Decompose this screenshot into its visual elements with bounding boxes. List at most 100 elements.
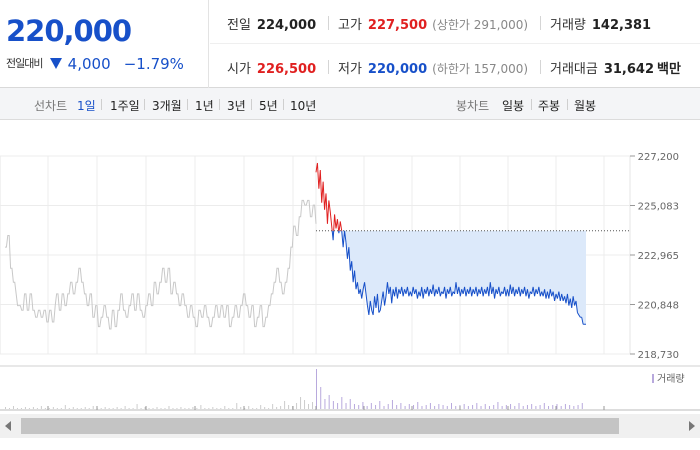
- volume-bars: [5, 369, 583, 409]
- prev-close-value: 224,000: [256, 18, 317, 33]
- period-3y-button[interactable]: 3년: [227, 99, 246, 113]
- volume-bar: [296, 403, 298, 409]
- volume-bar: [188, 408, 190, 409]
- volume-bar: [48, 408, 50, 409]
- volume-bar: [312, 402, 314, 409]
- volume-bar: [136, 404, 138, 409]
- volume-panel: 거래량: [0, 365, 700, 411]
- lower-limit: (하한가 157,000): [432, 62, 529, 76]
- period-1y-button[interactable]: 1년: [195, 99, 214, 113]
- divider: [283, 99, 284, 110]
- high-value: 227,500: [367, 18, 428, 33]
- period-bar: 선차트 1일 1주일 3개월 1년 3년 5년 10년 봉차트 일봉 주봉 월봉: [0, 88, 700, 120]
- volume-bar: [552, 405, 554, 409]
- price-chart: 227,200 225,083 222,965 220,848 218,730 거래량: [0, 152, 700, 438]
- period-1d-button[interactable]: 1일: [77, 99, 96, 113]
- scroll-left-icon[interactable]: [5, 421, 11, 431]
- volume-bar: [108, 408, 110, 409]
- open-stat: 시가 226,500: [227, 58, 316, 77]
- volume-value: 142,381: [591, 18, 652, 33]
- volume-bar: [387, 404, 389, 409]
- divider: [219, 99, 220, 110]
- volume-bar: [569, 405, 571, 409]
- volume-bar: [280, 406, 282, 409]
- volume-bar: [208, 408, 210, 409]
- scrollbar-thumb[interactable]: [21, 418, 619, 434]
- volume-bar: [510, 404, 512, 409]
- divider: [328, 16, 329, 30]
- volume-bar: [116, 407, 118, 409]
- volume-bar: [353, 404, 355, 409]
- below-prev-close-fill: [316, 230, 586, 325]
- volume-bar: [526, 405, 528, 409]
- volume-bar: [140, 408, 142, 409]
- volume-bar: [573, 406, 575, 409]
- stats-row-2: 시가 226,500 저가 220,000 (하한가 157,000) 거래대금 31,…: [210, 44, 700, 88]
- volume-bar: [212, 407, 214, 409]
- volume-legend-swatch: [652, 374, 654, 383]
- volume-bar: [522, 406, 524, 409]
- divider: [144, 99, 145, 110]
- volume-bar: [132, 408, 134, 409]
- period-5y-button[interactable]: 5년: [259, 99, 278, 113]
- volume-bar: [404, 406, 406, 409]
- volume-bar: [172, 408, 174, 409]
- volume-bar: [341, 397, 343, 409]
- volume-stat: 거래량 142,381: [550, 14, 651, 33]
- candle-monthly-button[interactable]: 월봉: [574, 99, 597, 113]
- period-10y-button[interactable]: 10년: [290, 99, 317, 113]
- volume-bar: [92, 406, 94, 409]
- volume-bar: [304, 400, 306, 409]
- volume-bar: [332, 401, 334, 409]
- current-price-panel: 220,000 전일대비 4,000 −1.79%: [0, 0, 209, 88]
- period-1w-button[interactable]: 1주일: [110, 99, 140, 113]
- volume-bar: [76, 408, 78, 409]
- volume-bar: [196, 408, 198, 409]
- volume-bar: [84, 407, 86, 409]
- low-label: 저가: [338, 62, 362, 77]
- volume-bar: [417, 402, 419, 409]
- volume-bar: [184, 408, 186, 409]
- candle-weekly-button[interactable]: 주봉: [538, 99, 561, 113]
- volume-bar: [244, 408, 246, 409]
- divider: [531, 99, 532, 110]
- divider: [328, 60, 329, 74]
- volume-bar: [564, 404, 566, 409]
- volume-bar: [484, 404, 486, 409]
- volume-bar: [383, 406, 385, 409]
- price-axis: 227,200 225,083 222,965 220,848 218,730: [630, 152, 679, 361]
- volume-bar: [176, 408, 178, 409]
- y-tick-label: 218,730: [638, 350, 679, 361]
- volume-bar: [488, 406, 490, 409]
- volume-bar: [375, 405, 377, 409]
- volume-bar: [120, 408, 122, 409]
- volume-bar: [40, 406, 42, 409]
- volume-bar: [272, 404, 274, 409]
- volume-bar: [28, 408, 30, 409]
- volume-bar: [16, 408, 18, 409]
- today-down-price-line: [331, 230, 586, 325]
- divider: [187, 99, 188, 110]
- volume-bar: [124, 406, 126, 409]
- down-triangle-icon: [49, 58, 62, 69]
- horizontal-scrollbar[interactable]: [0, 414, 700, 438]
- volume-bar: [455, 406, 457, 409]
- scroll-right-icon[interactable]: [689, 421, 695, 431]
- candle-daily-button[interactable]: 일봉: [502, 99, 525, 113]
- price-summary: 220,000 전일대비 4,000 −1.79% 전일 224,000 고가 22…: [0, 0, 700, 88]
- volume-bar: [152, 408, 154, 409]
- change-amount: 4,000: [67, 55, 111, 73]
- period-3m-button[interactable]: 3개월: [152, 99, 182, 113]
- volume-bar: [204, 408, 206, 409]
- volume-bar: [260, 405, 262, 409]
- volume-bar: [408, 404, 410, 409]
- volume-bar: [164, 408, 166, 409]
- volume-bar: [240, 407, 242, 409]
- volume-bar: [501, 406, 503, 409]
- volume-bar: [476, 403, 478, 409]
- volume-bar: [160, 408, 162, 409]
- volume-bar: [248, 406, 250, 409]
- volume-bar: [144, 407, 146, 409]
- volume-bar: [264, 407, 266, 409]
